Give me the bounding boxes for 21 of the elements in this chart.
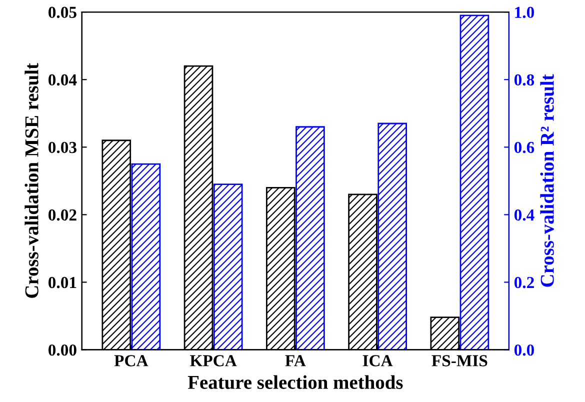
y2-tick-label: 0.8 bbox=[514, 74, 534, 86]
y2-tick-label: 0.2 bbox=[514, 276, 534, 288]
y-axis-title: Cross-validation MSE result bbox=[24, 63, 38, 298]
x-tick-label: FS-MIS bbox=[432, 355, 488, 366]
y2-tick-label: 0.4 bbox=[514, 209, 534, 221]
x-axis-title: Feature selection methods bbox=[188, 375, 403, 389]
y-tick-label: 0.01 bbox=[48, 276, 76, 288]
x-tick-label: PCA bbox=[114, 355, 148, 366]
x-tick-label: KPCA bbox=[190, 355, 237, 366]
y-tick-label: 0.05 bbox=[48, 6, 76, 18]
y2-tick-label: 0.6 bbox=[514, 142, 534, 154]
y2-axis-title: Cross-validation R² result bbox=[540, 74, 554, 287]
y-tick-label: 0.04 bbox=[48, 74, 77, 86]
x-tick-label: ICA bbox=[362, 355, 393, 366]
y-tick-label: 0.03 bbox=[48, 142, 76, 154]
bar bbox=[460, 14, 490, 350]
y-tick-label: 0.02 bbox=[48, 209, 76, 221]
x-tick-label: FA bbox=[285, 355, 306, 366]
y-tick-label: 0.00 bbox=[48, 344, 76, 356]
y2-tick-label: 1.0 bbox=[515, 6, 534, 18]
y2-tick-label: 0.0 bbox=[514, 344, 534, 356]
